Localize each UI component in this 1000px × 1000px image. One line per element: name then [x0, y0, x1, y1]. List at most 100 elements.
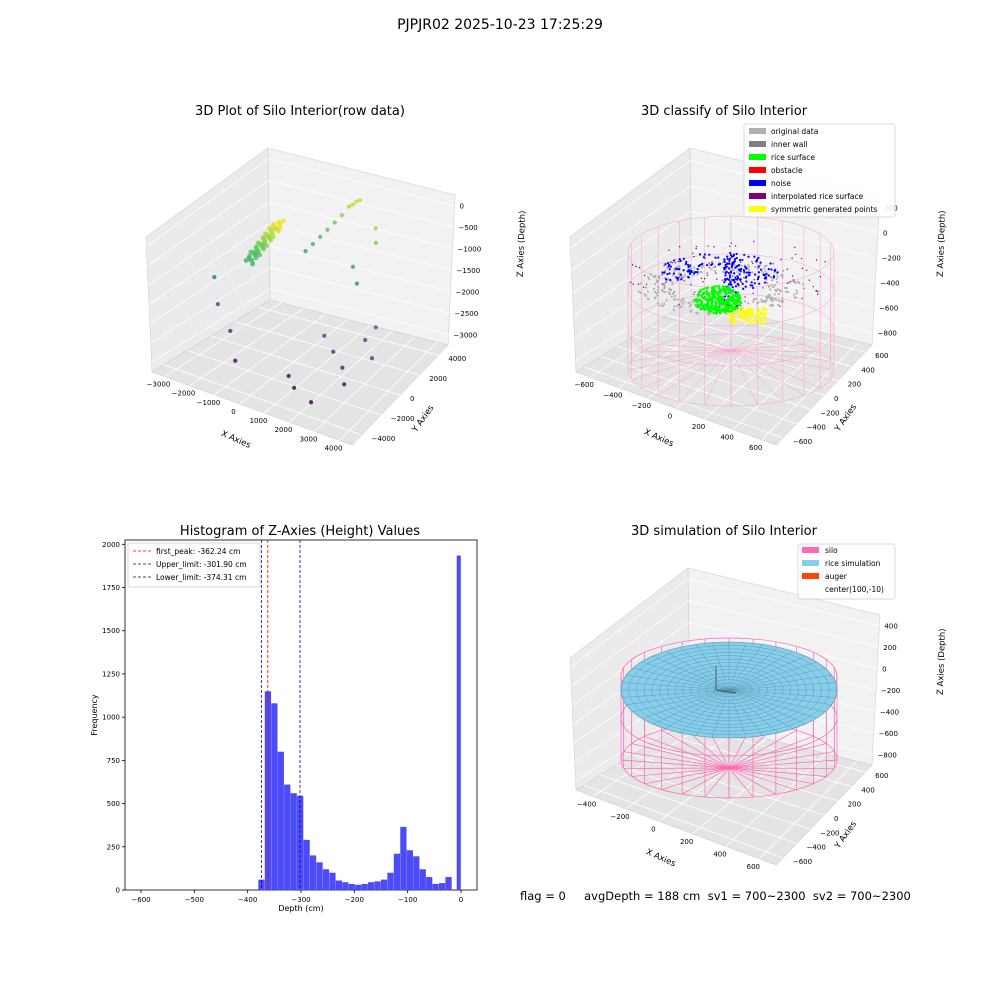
p1-y-grid: [187, 350, 381, 416]
p3-histogram-bar: [393, 853, 401, 890]
p2-noise-point: [726, 257, 729, 261]
p2-noise-point: [759, 261, 762, 264]
p3-x-tick-label: −200: [345, 896, 364, 904]
p2-noise-point: [711, 262, 714, 266]
p2-rice-point: [714, 300, 718, 304]
p2-noise-point: [676, 276, 680, 280]
p4-y-grid: [600, 774, 797, 844]
p2-symmetric-point: [743, 314, 747, 318]
p1-data-point: [228, 328, 233, 334]
p2-noise-point: [688, 270, 691, 273]
p2-interp-point: [744, 296, 746, 298]
p2-noise-point: [732, 278, 736, 281]
p3-y-tick-label: 1250: [102, 670, 120, 678]
p1-data-point: [259, 243, 265, 249]
p2-noise-point: [723, 258, 726, 261]
p2-noise-point: [747, 271, 750, 274]
p2-noise-point: [728, 276, 732, 279]
p2-symmetric-point: [741, 309, 745, 313]
p2-noise-point: [727, 283, 731, 286]
p2-noise-point: [757, 265, 760, 268]
p2-original-point: [672, 308, 675, 311]
p2-noise-point: [725, 265, 728, 268]
p1-y-tick: 2000: [429, 375, 447, 383]
p2-noise-point: [770, 268, 773, 271]
p4-silo-spoke: [728, 729, 797, 769]
p2-symmetric-point: [749, 314, 752, 318]
p2-symmetric-point: [729, 319, 732, 322]
p1-data-point: [263, 231, 268, 237]
p2-rice-point: [717, 284, 720, 288]
p2-interp-point: [706, 274, 709, 277]
p4-legend-swatch: [802, 547, 819, 553]
p2-silo-spoke: [730, 349, 783, 402]
p4-legend-swatch: [802, 573, 819, 579]
p3-histogram-bar: [277, 751, 284, 890]
p1-x-tick: −3000: [147, 381, 171, 389]
p2-rice-point: [706, 293, 709, 296]
p2-noise-point: [754, 273, 757, 276]
p2-noise-point: [663, 271, 666, 274]
p4-z-tick: −800: [878, 751, 897, 759]
p4-y-grid: [584, 784, 783, 859]
p2-rice-point: [704, 291, 707, 295]
p2-interp-point: [692, 252, 694, 255]
p2-symmetric-point: [741, 315, 744, 318]
p2-original-point: [646, 297, 650, 301]
p2-interp-point: [678, 303, 680, 306]
p2-noise-point: [757, 275, 760, 278]
p1-data-point: [277, 225, 283, 230]
p4-silo-spoke: [728, 767, 827, 777]
p1-data-point: [350, 202, 355, 207]
p2-noise-point: [772, 275, 776, 278]
p2-interp-point: [812, 285, 815, 288]
p2-noise-point: [763, 273, 766, 276]
p2-rice-point: [712, 287, 716, 291]
p2-noise-point: [726, 262, 729, 265]
p3-y-tick-label: 500: [107, 800, 120, 808]
p1-data-point: [322, 333, 327, 338]
p2-y-grid: [600, 356, 797, 424]
p1-data-point: [266, 235, 272, 241]
p4-y-tick: 200: [848, 801, 861, 809]
p2-original-point: [688, 301, 691, 304]
p2-y-tick: 200: [848, 381, 861, 389]
p2-original-point: [711, 261, 714, 264]
p2-rice-point: [732, 296, 735, 300]
p2-silo-spoke: [631, 349, 732, 361]
p2-interp-point: [791, 257, 793, 259]
p3-histogram-bar: [316, 862, 323, 890]
p4-silo-spoke: [728, 743, 827, 769]
p2-original-point: [768, 288, 772, 291]
p2-interp-point: [678, 245, 681, 248]
p2-original-point: [644, 294, 648, 297]
p2-original-point: [646, 290, 650, 293]
p2-legend-swatch: [749, 180, 766, 186]
p2-interp-point: [663, 287, 665, 289]
p2-noise-point: [745, 280, 748, 283]
p4-rice-mesh-line: [728, 689, 793, 729]
p4-rice-mesh-line: [679, 689, 730, 733]
p2-y-tick: −400: [807, 424, 826, 432]
p2-original-point: [712, 266, 715, 269]
p2-rice-point: [727, 301, 730, 304]
p2-noise-point: [678, 258, 681, 261]
p2-interp-point: [690, 283, 692, 286]
p2-interp-point: [677, 261, 680, 263]
p3-histogram-bar: [374, 881, 381, 890]
p4-rice-mesh-line: [728, 689, 817, 719]
p2-original-point: [680, 275, 684, 278]
p2-original-point: [768, 293, 771, 296]
p4-rice-mesh-line: [728, 651, 793, 691]
p2-noise-point: [737, 276, 740, 280]
p2-symmetric-point: [745, 311, 748, 314]
p2-rice-point: [694, 299, 697, 302]
p2-legend-label: symmetric generated points: [771, 205, 877, 214]
p1-data-point: [310, 241, 315, 247]
p2-interp-point: [795, 253, 797, 256]
p2-noise-point: [698, 253, 702, 256]
p1-x-tick: −1000: [197, 399, 221, 407]
p2-symmetric-point: [759, 312, 763, 316]
p2-noise-point: [714, 256, 717, 259]
p2-noise-point: [682, 257, 686, 260]
